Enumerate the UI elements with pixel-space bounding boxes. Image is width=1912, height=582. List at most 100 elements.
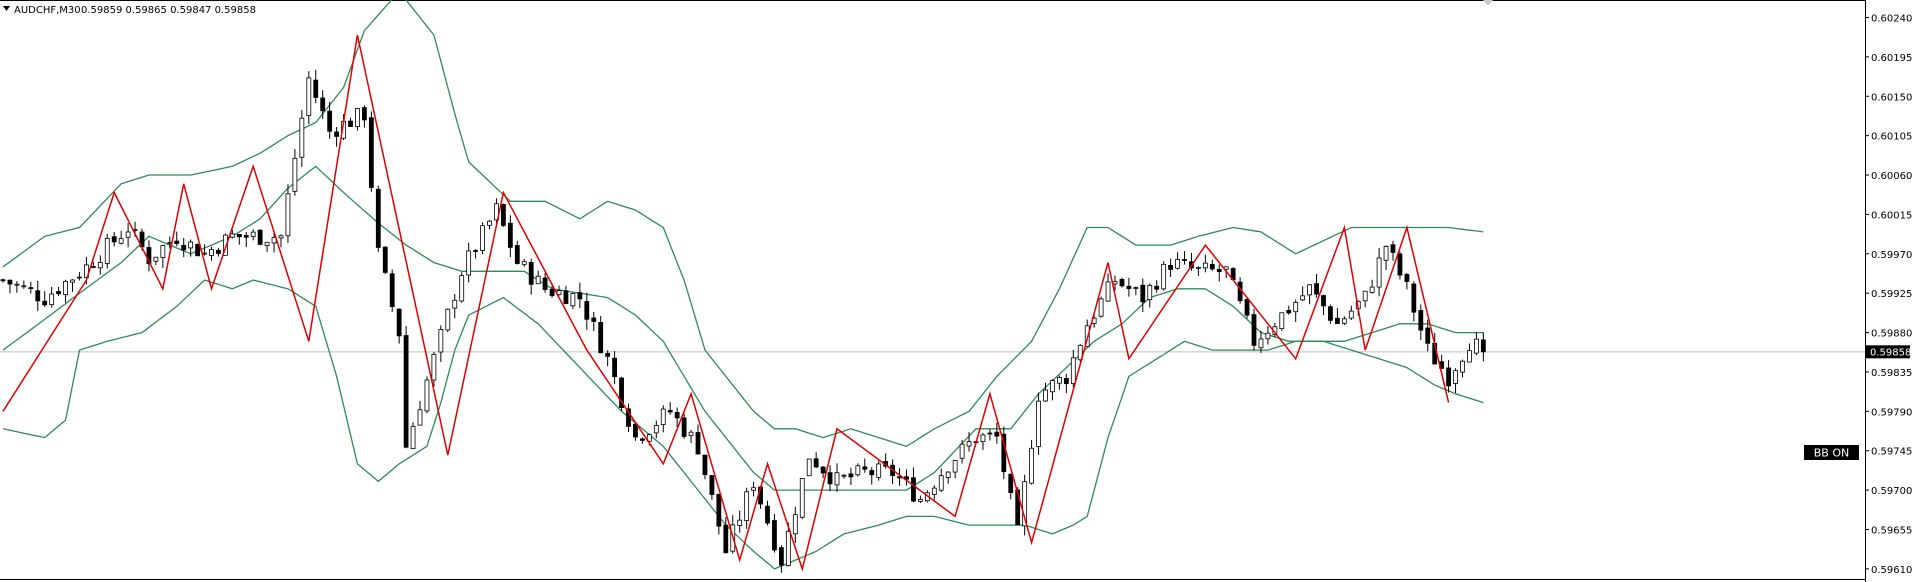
price-tick-label: 0.60240: [1871, 14, 1912, 25]
candle-body: [806, 458, 812, 477]
candle-body: [1425, 327, 1431, 344]
candle-body: [70, 279, 75, 283]
candle-body: [1209, 264, 1215, 270]
price-tick-label: 0.59835: [1871, 368, 1912, 379]
candle-body: [459, 275, 465, 302]
candle-body: [653, 425, 659, 434]
candle-body: [1480, 339, 1486, 353]
price-tick-label: 0.59925: [1871, 289, 1912, 300]
candle-body: [1300, 295, 1306, 301]
candle-body: [1070, 357, 1076, 384]
candle-body: [945, 471, 951, 478]
candle-body: [7, 279, 13, 285]
scroll-marker-icon[interactable]: [1483, 0, 1493, 6]
bb-status-badge[interactable]: [1804, 445, 1859, 460]
ohlc-values: 0.59859 0.59865 0.59847 0.59858: [81, 5, 256, 16]
candle-body: [1460, 360, 1465, 373]
candle-body: [118, 238, 124, 244]
candle-body: [709, 475, 715, 495]
candle-body: [264, 241, 270, 246]
candle-body: [209, 249, 214, 256]
candle-body: [222, 234, 228, 256]
candle-body: [202, 252, 207, 255]
candle-body: [0, 279, 6, 282]
candle-body: [243, 235, 249, 238]
price-tick-label: 0.59610: [1871, 565, 1912, 576]
candle-body: [980, 434, 986, 443]
candle-body: [549, 289, 555, 296]
price-tick-label: 0.60060: [1871, 171, 1912, 182]
candle-body: [494, 203, 499, 221]
candle-body: [306, 77, 312, 117]
candle-body: [1446, 367, 1451, 387]
candle-body: [403, 335, 409, 448]
candle-body: [229, 233, 235, 238]
bollinger-upper-band: [2, 0, 1484, 448]
candle-body: [737, 519, 743, 526]
candle-body: [1467, 350, 1472, 363]
candle-body: [820, 466, 826, 474]
candle-body: [285, 193, 291, 237]
candle-body: [361, 107, 367, 121]
candle-body: [216, 249, 221, 254]
candle-body: [1182, 259, 1187, 261]
candle-body: [1202, 262, 1208, 269]
candle-body: [1279, 312, 1285, 330]
candle-body: [952, 460, 958, 473]
candle-body: [125, 231, 131, 238]
candle-body: [195, 243, 201, 257]
price-tick-label: 0.59745: [1871, 447, 1912, 458]
candle-body: [535, 275, 541, 285]
candle-body: [1098, 298, 1104, 317]
candle-body: [327, 110, 333, 132]
candle-body: [1286, 309, 1292, 314]
candle-body: [320, 97, 326, 112]
bollinger-lower-band: [2, 279, 1484, 570]
candle-body: [1105, 281, 1111, 302]
price-tick-label: 0.60105: [1871, 132, 1912, 143]
candle-body: [1418, 310, 1424, 331]
candle-body: [1328, 306, 1333, 321]
candle-body: [1362, 290, 1368, 302]
candle-body: [1369, 286, 1375, 293]
candle-body: [1314, 283, 1319, 295]
dropdown-triangle-icon[interactable]: [3, 6, 10, 11]
candle-body: [660, 408, 666, 425]
candle-body: [779, 547, 784, 566]
candle-body: [723, 524, 729, 554]
candle-body: [1008, 473, 1014, 493]
candle-body: [1015, 489, 1021, 526]
candle-body: [278, 235, 284, 239]
candle-body: [799, 477, 805, 518]
candle-body: [813, 458, 819, 468]
candle-body: [695, 432, 701, 455]
zigzag-line: [2, 34, 1450, 572]
candle-body: [1383, 246, 1389, 261]
candle-body: [49, 293, 55, 306]
candle-body: [605, 353, 611, 357]
candle-body: [570, 293, 576, 307]
candle-body: [299, 117, 305, 158]
candle-body: [765, 505, 770, 524]
candle-body: [674, 411, 680, 419]
candle-body: [1244, 298, 1250, 316]
price-tick-label: 0.60015: [1871, 210, 1912, 221]
candle-body: [772, 520, 777, 551]
candle-body: [368, 117, 374, 188]
candle-body: [445, 308, 451, 331]
price-tick-label: 0.60195: [1871, 53, 1912, 64]
candle-body: [563, 290, 569, 305]
candle-body: [521, 261, 527, 265]
candle-body: [792, 514, 798, 535]
candle-body: [1404, 274, 1410, 282]
candle-body: [1321, 295, 1326, 307]
candle-body: [452, 299, 458, 309]
candle-body: [584, 301, 590, 320]
candle-body: [382, 246, 388, 273]
price-scale[interactable]: 0.60240 0.60195 0.60150 0.60105 0.60060 0.600…: [1865, 14, 1912, 576]
candle-body: [938, 475, 944, 491]
candle-body: [500, 203, 506, 226]
candle-body: [911, 477, 916, 502]
